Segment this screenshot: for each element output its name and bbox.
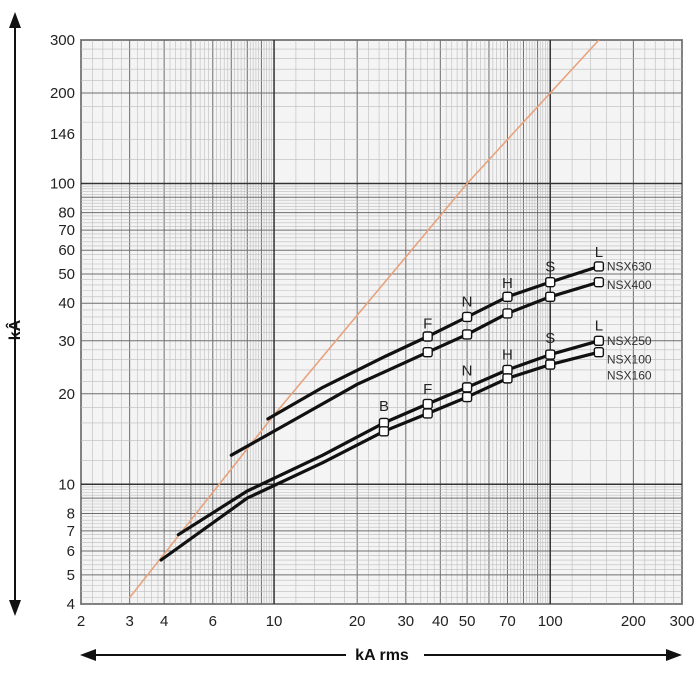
y-tick-label: 60 — [58, 242, 75, 259]
series-marker — [461, 391, 473, 403]
y-tick-label: 10 — [58, 476, 75, 493]
x-tick-label: 200 — [621, 613, 646, 630]
y-tick-label: 5 — [67, 567, 75, 584]
breaking-capacity-letter: F — [423, 381, 432, 398]
x-tick-label: 4 — [160, 613, 168, 630]
x-tick-label: 100 — [538, 613, 563, 630]
chart-grid — [80, 39, 683, 605]
series-marker — [461, 382, 473, 393]
series-labels: NSX630 NSX400 NSX250 NSX100 NSX160 F N H S L B F N H S… — [379, 244, 652, 415]
breaking-capacity-letter: S — [545, 258, 555, 275]
x-tick-label: 70 — [499, 613, 516, 630]
breaking-capacity-letter: L — [595, 244, 603, 261]
breaking-capacity-letter: B — [379, 398, 389, 415]
plot-frame — [80, 39, 683, 605]
x-axis-title-bg — [346, 645, 424, 665]
breaking-capacity-letter: F — [423, 315, 432, 332]
series-name-label: NSX250 — [607, 334, 652, 348]
series-marker — [545, 349, 556, 360]
series-name-label: NSX630 — [607, 259, 652, 273]
y-axis-arrow — [9, 12, 21, 616]
breaking-capacity-letter: N — [462, 294, 473, 311]
series-marker — [461, 329, 473, 340]
x-tick-label: 6 — [209, 613, 217, 630]
series-marker — [593, 346, 605, 358]
x-tick-label: 50 — [459, 613, 476, 630]
y-tick-label: 20 — [58, 386, 75, 403]
series-marker — [545, 291, 556, 303]
y-tick-label: 40 — [58, 295, 75, 312]
series-marker — [378, 426, 390, 437]
y-tick-label: 70 — [58, 222, 75, 239]
x-tick-label: 300 — [669, 613, 694, 630]
series-marker — [545, 359, 556, 370]
y-tick-label: 146 — [50, 126, 75, 143]
series-lines — [159, 261, 605, 562]
y-tick-label: 50 — [58, 266, 75, 283]
x-tick-label: 20 — [349, 613, 366, 630]
series-marker — [502, 364, 513, 376]
y-tick-label: 80 — [58, 205, 75, 222]
series-name-label: NSX160 — [607, 368, 652, 382]
y-tick-label: 300 — [50, 32, 75, 49]
x-tick-label: 40 — [432, 613, 449, 630]
series-marker — [422, 346, 433, 358]
series-marker — [502, 308, 513, 319]
series-marker — [422, 331, 433, 342]
x-tick-label: 30 — [397, 613, 414, 630]
series-line — [266, 264, 601, 421]
y-tick-label: 8 — [67, 505, 75, 522]
x-tick-label: 2 — [77, 613, 85, 630]
series-line — [229, 280, 601, 457]
breaking-capacity-letter: H — [502, 275, 513, 292]
series-marker — [502, 373, 513, 384]
breaking-capacity-letter: S — [545, 330, 555, 347]
reference-line — [128, 39, 600, 599]
y-tick-label: 30 — [58, 333, 75, 350]
breaking-capacity-letter: N — [462, 362, 473, 379]
y-tick-label: 4 — [67, 596, 75, 613]
series-marker — [378, 417, 390, 429]
y-axis-title: kÂ — [5, 319, 24, 340]
x-tick-label: 10 — [266, 613, 283, 630]
breaking-capacity-letter: H — [502, 346, 513, 363]
series-name-label: NSX400 — [607, 278, 652, 292]
series-marker — [502, 291, 513, 303]
reference-line-path — [128, 39, 600, 599]
y-tick-label: 100 — [50, 176, 75, 193]
x-axis-title: kA rms — [355, 647, 409, 664]
y-tick-label: 7 — [67, 523, 75, 540]
series-marker — [593, 276, 605, 288]
series-marker — [545, 276, 556, 288]
series-name-label: NSX100 — [607, 352, 652, 366]
breaking-capacity-letter: L — [595, 317, 603, 334]
y-tick-label: 6 — [67, 543, 75, 560]
series-marker — [593, 335, 605, 346]
series-marker — [422, 398, 433, 410]
series-marker — [422, 408, 433, 419]
axis-ticks: 2 3 4 6 10 20 30 40 50 70 100 200 300 4 5 6 78 10 20 30 40 50… — [50, 32, 695, 630]
y-tick-label: 200 — [50, 85, 75, 102]
series-marker — [593, 261, 605, 272]
x-tick-label: 3 — [125, 613, 133, 630]
series-marker — [461, 311, 473, 323]
